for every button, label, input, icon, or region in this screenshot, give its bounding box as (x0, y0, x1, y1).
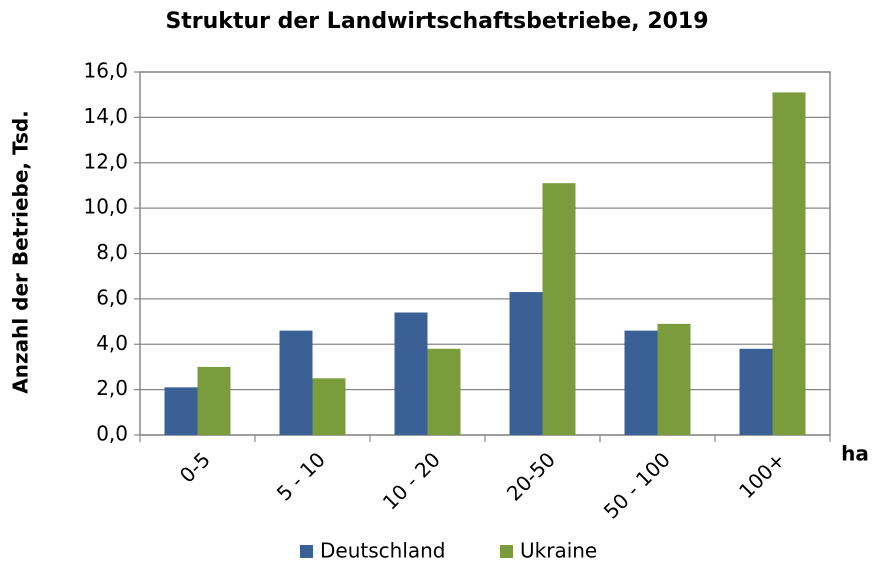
y-tick-label: 16,0 (83, 59, 128, 83)
y-tick-label: 14,0 (83, 104, 128, 128)
bar (739, 348, 773, 435)
y-tick-label: 2,0 (96, 376, 128, 400)
bar (427, 348, 461, 435)
bar (279, 330, 313, 435)
bar (509, 292, 543, 435)
bar (542, 183, 576, 435)
y-tick-label: 6,0 (96, 285, 128, 309)
bar (164, 387, 198, 435)
bar (624, 330, 658, 435)
bar (312, 378, 346, 435)
x-tick-label: 100+ (734, 447, 790, 503)
y-tick-label: 4,0 (96, 331, 128, 355)
legend-swatch (300, 545, 313, 558)
y-axis-label: Anzahl der Betriebe, Tsd. (9, 110, 33, 394)
y-tick-label: 0,0 (96, 422, 128, 446)
x-tick-label: 20-50 (502, 447, 560, 505)
bar (394, 312, 428, 435)
x-tick-label: 0-5 (175, 447, 215, 487)
y-tick-label: 10,0 (83, 195, 128, 219)
bar (197, 366, 231, 435)
legend-label: Deutschland (320, 539, 446, 563)
y-tick-label: 8,0 (96, 240, 128, 264)
legend-swatch (500, 545, 513, 558)
x-tick-label: 10 - 20 (378, 447, 445, 514)
y-tick-label: 12,0 (83, 149, 128, 173)
x-axis-label: ha (841, 442, 869, 466)
x-tick-label: 5 - 10 (272, 447, 330, 505)
chart-title: Struktur der Landwirtschaftsbetriebe, 20… (165, 9, 708, 34)
x-tick-label: 50 - 100 (599, 447, 675, 523)
legend-label: Ukraine (520, 539, 597, 563)
bar (657, 323, 691, 435)
bar (772, 92, 806, 435)
